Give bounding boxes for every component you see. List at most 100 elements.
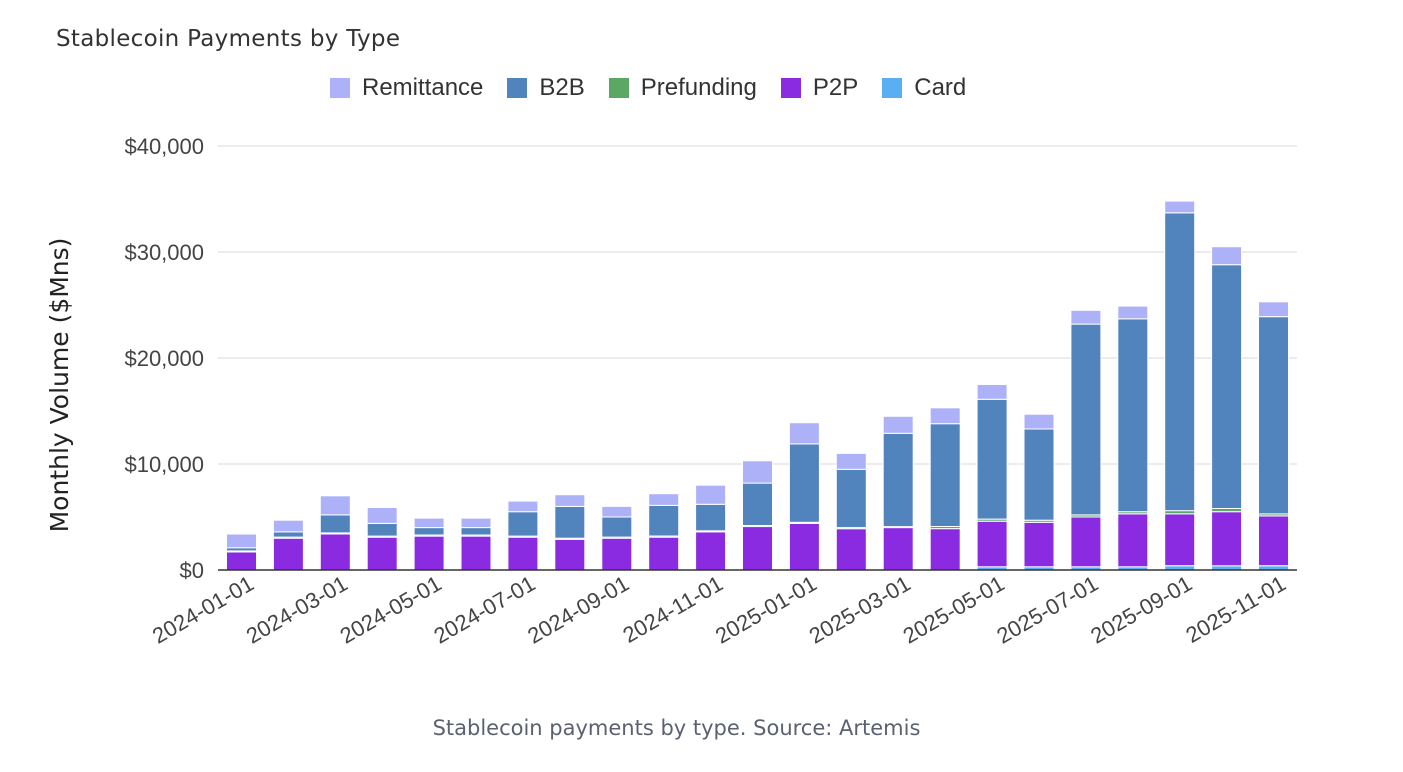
bar-p2p [413, 535, 445, 571]
bar-b2b [648, 504, 680, 537]
bar-p2p [272, 537, 304, 571]
bar-remittance [413, 517, 445, 529]
legend-swatch-b2b [507, 78, 528, 98]
bar-p2p [1258, 515, 1289, 567]
bar-p2p [976, 520, 1008, 568]
bar-remittance [1117, 305, 1149, 320]
bar-remittance [1070, 309, 1102, 325]
bar-remittance [1258, 301, 1289, 318]
legend-swatch-prefunding [608, 78, 629, 98]
bar-b2b [1117, 318, 1149, 513]
x-tick-label: 2024-09-01 [523, 571, 633, 649]
bar-p2p [554, 538, 586, 571]
bar-remittance [695, 484, 727, 505]
bar-p2p [319, 533, 351, 571]
bar-p2p [648, 536, 680, 571]
bar-p2p [366, 536, 398, 571]
bar-b2b [835, 468, 867, 529]
bar-b2b [272, 531, 304, 538]
bar-remittance [929, 407, 961, 425]
bar-remittance [319, 495, 351, 516]
bar-remittance [742, 460, 773, 484]
bar-p2p [929, 528, 961, 571]
bar-remittance [1023, 413, 1055, 430]
bar-remittance [648, 493, 680, 506]
y-tick-label: $10,000 [124, 452, 204, 477]
y-tick-label: $40,000 [124, 134, 204, 159]
bar-remittance [366, 507, 398, 524]
legend-label-remittance: Remittance [362, 74, 484, 101]
bar-remittance [976, 384, 1008, 400]
bar-b2b [601, 516, 633, 538]
bar-p2p [835, 528, 867, 571]
bar-remittance [882, 415, 914, 434]
legend-label-card: Card [914, 74, 967, 101]
bar-b2b [460, 527, 492, 536]
bar-p2p [1023, 521, 1055, 568]
bar-remittance [272, 519, 304, 533]
x-tick-label: 2025-07-01 [992, 571, 1102, 649]
bar-b2b [413, 527, 445, 536]
bar-b2b [319, 514, 351, 534]
bar-remittance [788, 422, 820, 445]
legend-swatch-card [882, 78, 903, 98]
chart-legend: Remittance B2B Prefunding P2P Card [330, 70, 966, 106]
bar-p2p [788, 522, 820, 571]
y-tick-label: $30,000 [124, 240, 204, 265]
bar-remittance [1211, 246, 1243, 266]
x-tick-label: 2024-07-01 [429, 571, 539, 649]
y-tick-label: $0 [180, 558, 204, 583]
bar-b2b [742, 482, 773, 527]
bar-p2p [695, 531, 727, 571]
bar-p2p [460, 535, 492, 571]
bar-b2b [1211, 264, 1243, 510]
y-tick-label: $20,000 [124, 346, 204, 371]
legend-item-card[interactable]: Card [882, 74, 966, 102]
x-tick-label: 2025-01-01 [711, 571, 821, 649]
bar-b2b [366, 522, 398, 537]
legend-label-p2p: P2P [812, 74, 859, 101]
bar-p2p [601, 537, 633, 571]
bar-b2b [507, 511, 539, 537]
bar-b2b [882, 432, 914, 528]
legend-label-prefunding: Prefunding [640, 74, 757, 101]
bar-remittance [835, 452, 867, 470]
bar-b2b [695, 503, 727, 532]
bar-p2p [882, 527, 914, 571]
x-tick-label: 2024-03-01 [242, 571, 352, 649]
bar-b2b [554, 505, 586, 539]
bar-remittance [1164, 200, 1196, 214]
bar-p2p [742, 526, 773, 571]
bar-p2p [1164, 513, 1196, 567]
legend-label-b2b: B2B [539, 74, 585, 101]
bar-p2p [1211, 511, 1243, 567]
x-tick-label: 2025-11-01 [1181, 571, 1290, 648]
bar-b2b [929, 423, 961, 528]
bar-p2p [1117, 513, 1149, 568]
x-tick-label: 2025-09-01 [1086, 571, 1196, 649]
bar-remittance [507, 500, 539, 513]
bar-b2b [1023, 428, 1055, 521]
bar-remittance [226, 533, 257, 549]
legend-item-p2p[interactable]: P2P [780, 74, 859, 102]
legend-item-b2b[interactable]: B2B [507, 74, 585, 102]
x-tick-label: 2024-11-01 [619, 571, 728, 648]
x-tick-label: 2025-03-01 [805, 571, 915, 649]
bar-b2b [1070, 323, 1102, 516]
legend-item-remittance[interactable]: Remittance [330, 74, 483, 102]
x-tick-label: 2025-05-01 [899, 571, 1009, 649]
legend-swatch-p2p [780, 78, 801, 98]
legend-swatch-remittance [330, 78, 350, 98]
bar-b2b [976, 398, 1008, 520]
bar-b2b [1258, 316, 1289, 515]
figure-caption: Stablecoin payments by type. Source: Art… [432, 716, 921, 740]
bar-p2p [1070, 516, 1102, 568]
bar-p2p [226, 551, 257, 571]
bar-remittance [460, 517, 492, 529]
bar-remittance [554, 494, 586, 507]
y-axis-title: Monthly Volume ($Mns) [45, 238, 74, 533]
chart-plot: $0$10,000$20,000$30,000$40,0002024-01-01… [45, 134, 1297, 649]
bar-remittance [601, 505, 633, 518]
bar-b2b [1164, 212, 1196, 512]
legend-item-prefunding[interactable]: Prefunding [608, 74, 757, 102]
